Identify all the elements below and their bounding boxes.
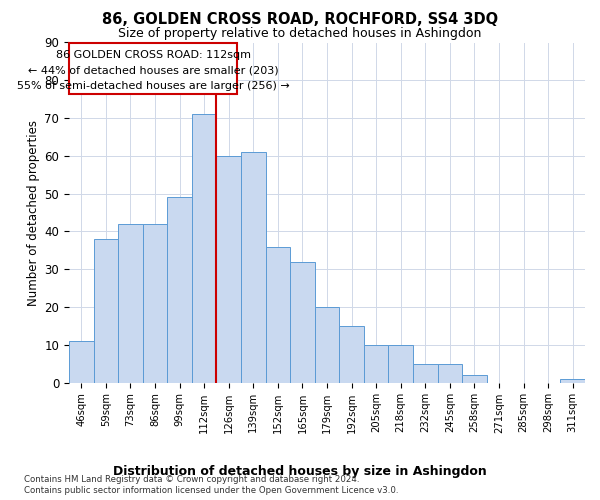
Bar [192,114,217,382]
Text: 86 GOLDEN CROSS ROAD: 112sqm: 86 GOLDEN CROSS ROAD: 112sqm [56,50,251,60]
Text: Size of property relative to detached houses in Ashingdon: Size of property relative to detached ho… [118,28,482,40]
Bar [69,341,94,382]
FancyBboxPatch shape [69,42,238,94]
Bar [266,246,290,382]
Bar [560,378,585,382]
Text: Contains public sector information licensed under the Open Government Licence v3: Contains public sector information licen… [24,486,398,495]
Text: ← 44% of detached houses are smaller (203): ← 44% of detached houses are smaller (20… [28,66,278,76]
Bar [339,326,364,382]
Bar [364,344,388,383]
Bar [94,239,118,382]
Bar [217,156,241,382]
Text: Distribution of detached houses by size in Ashingdon: Distribution of detached houses by size … [113,464,487,477]
Text: 86, GOLDEN CROSS ROAD, ROCHFORD, SS4 3DQ: 86, GOLDEN CROSS ROAD, ROCHFORD, SS4 3DQ [102,12,498,28]
Bar [241,152,266,382]
Bar [388,344,413,383]
Bar [290,262,315,382]
Bar [462,375,487,382]
Bar [315,307,339,382]
Bar [143,224,167,382]
Text: Contains HM Land Registry data © Crown copyright and database right 2024.: Contains HM Land Registry data © Crown c… [24,475,359,484]
Bar [437,364,462,382]
Bar [413,364,437,382]
Text: 55% of semi-detached houses are larger (256) →: 55% of semi-detached houses are larger (… [17,81,290,91]
Bar [118,224,143,382]
Y-axis label: Number of detached properties: Number of detached properties [27,120,40,306]
Bar [167,198,192,382]
